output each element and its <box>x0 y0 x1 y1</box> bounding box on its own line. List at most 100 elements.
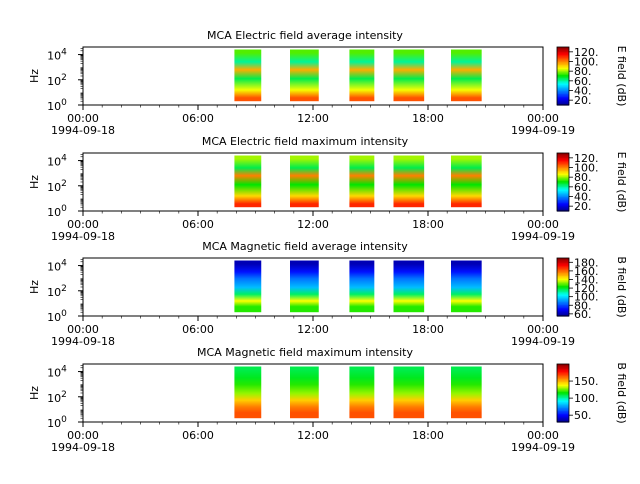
colorbar: 20.40.60.80.100.120. E field (dB) <box>556 46 628 107</box>
spectrogram-segment <box>393 49 425 102</box>
colorbar-cell <box>557 57 569 60</box>
colorbar-cell <box>557 408 569 411</box>
colorbar-cell <box>557 411 569 414</box>
chart-panel-4: MCA Magnetic field maximum intensity 100 1… <box>28 346 628 454</box>
colorbar-tick-label: 100. <box>574 162 599 175</box>
colorbar-frame <box>556 257 570 317</box>
colorbar-cell <box>557 174 569 177</box>
colorbar-cell <box>557 292 569 295</box>
colorbar-cell <box>557 157 569 160</box>
colorbar-cell <box>557 400 569 403</box>
colorbar-cell <box>557 100 569 103</box>
y-tick-label: 100 <box>47 98 67 113</box>
colorbar-cell <box>557 158 569 161</box>
spectrogram-segment <box>234 155 262 208</box>
x-tick-label: 06:00 <box>182 429 214 442</box>
colorbar-cell <box>557 86 569 89</box>
colorbar-cell <box>557 93 569 96</box>
colorbar: 20.40.60.80.100.120. E field (dB) <box>556 152 628 213</box>
x-tick-label: 12:00 <box>297 323 329 336</box>
spectrogram-segment <box>234 366 262 419</box>
colorbar-cell <box>557 65 569 68</box>
colorbar-cell <box>557 382 569 385</box>
x-tick-label: 12:00 <box>297 218 329 231</box>
colorbar-tick-label: 140. <box>574 273 599 286</box>
colorbar-cell <box>557 403 569 406</box>
colorbar-cell <box>557 196 569 199</box>
spectrogram-segment <box>349 155 375 208</box>
colorbar-cell <box>557 368 569 371</box>
x-tick-date: 1994-09-18 <box>51 230 115 243</box>
y-tick-label: 102 <box>47 390 67 405</box>
x-tick-label: 06:00 <box>182 323 214 336</box>
colorbar-cell <box>557 180 569 183</box>
colorbar-cell <box>557 276 569 279</box>
colorbar-cell <box>557 48 569 51</box>
colorbar-cell <box>557 369 569 372</box>
colorbar-tick-label: 120. <box>574 152 599 165</box>
colorbar-cell <box>557 81 569 84</box>
x-tick-label: 18:00 <box>412 218 444 231</box>
colorbar-cell <box>557 168 569 171</box>
colorbar-cell <box>557 202 569 205</box>
x-tick-label: 00:00 <box>67 429 99 442</box>
y-tick-label: 100 <box>47 415 67 430</box>
colorbar-cell <box>557 91 569 94</box>
colorbar-cell <box>557 393 569 396</box>
colorbar-cell <box>557 278 569 281</box>
colorbar-cell <box>557 406 569 409</box>
colorbar-cell <box>557 186 569 189</box>
colorbar-cell <box>557 275 569 278</box>
colorbar-cell <box>557 208 569 211</box>
colorbar-cell <box>557 379 569 382</box>
colorbar-tick-label: 120. <box>574 282 599 295</box>
colorbar-cell <box>557 395 569 398</box>
y-tick-label: 104 <box>47 48 67 63</box>
colorbar-cell <box>557 374 569 377</box>
spectrogram-segment <box>290 155 319 208</box>
colorbar-cell <box>557 302 569 305</box>
colorbar-tick-label: 60. <box>574 308 592 321</box>
colorbar-tick-label: 100. <box>574 56 599 69</box>
x-tick-label: 18:00 <box>412 429 444 442</box>
spectrogram-segment <box>234 260 262 313</box>
x-tick-label: 06:00 <box>182 112 214 125</box>
colorbar-cell <box>557 263 569 266</box>
colorbar-cell <box>557 192 569 195</box>
colorbar-tick-label: 120. <box>574 46 599 59</box>
colorbar-cell <box>557 413 569 416</box>
x-tick-label: 00:00 <box>527 323 559 336</box>
colorbar-tick-label: 80. <box>574 171 592 184</box>
colorbar-cell <box>557 83 569 86</box>
colorbar-cell <box>557 67 569 70</box>
spectrogram-segment <box>234 49 262 102</box>
colorbar-cell <box>557 87 569 90</box>
x-tick-label: 00:00 <box>527 218 559 231</box>
colorbar-cell <box>557 197 569 200</box>
spectrogram-segment <box>349 49 375 102</box>
colorbar-cell <box>557 90 569 93</box>
colorbar-cell <box>557 269 569 272</box>
colorbar-tick-label: 100. <box>574 392 599 405</box>
chart-title: MCA Electric field average intensity <box>207 29 403 42</box>
colorbar-cell <box>557 155 569 158</box>
chart-title: MCA Electric field maximum intensity <box>202 135 409 148</box>
colorbar-cell <box>557 58 569 61</box>
colorbar-cell <box>557 420 569 423</box>
colorbar-label: E field (dB) <box>615 46 628 107</box>
colorbar-cell <box>557 195 569 198</box>
y-tick-label: 104 <box>47 259 67 274</box>
colorbar-cell <box>557 388 569 391</box>
colorbar-cell <box>557 397 569 400</box>
colorbar-cell <box>557 311 569 314</box>
y-axis-label: Hz <box>28 69 41 83</box>
spectrogram-segment <box>349 366 375 419</box>
colorbar-cell <box>557 99 569 102</box>
colorbar-cell <box>557 375 569 378</box>
colorbar-cell <box>557 183 569 186</box>
colorbar-cell <box>557 103 569 106</box>
colorbar-cell <box>557 294 569 297</box>
spectrogram-segment <box>393 155 425 208</box>
